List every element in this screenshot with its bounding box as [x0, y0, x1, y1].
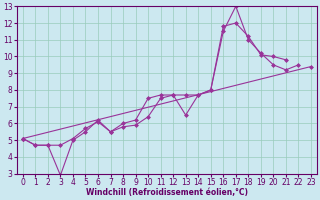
X-axis label: Windchill (Refroidissement éolien,°C): Windchill (Refroidissement éolien,°C)	[86, 188, 248, 197]
